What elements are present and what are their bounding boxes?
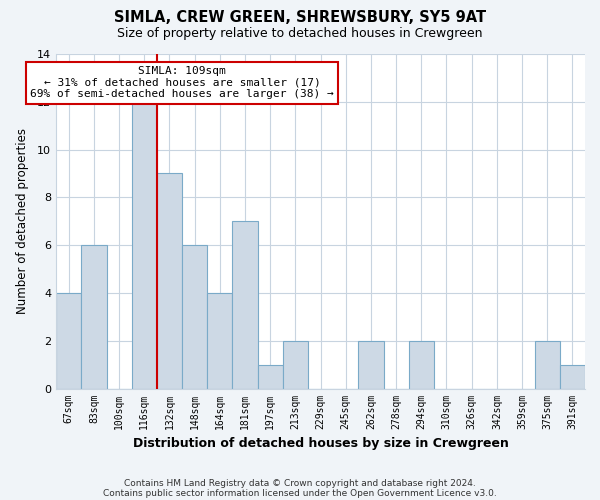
Text: SIMLA: 109sqm
← 31% of detached houses are smaller (17)
69% of semi-detached hou: SIMLA: 109sqm ← 31% of detached houses a… [30, 66, 334, 99]
Bar [157, 174, 182, 388]
X-axis label: Distribution of detached houses by size in Crewgreen: Distribution of detached houses by size … [133, 437, 509, 450]
Bar [409, 341, 434, 388]
Text: SIMLA, CREW GREEN, SHREWSBURY, SY5 9AT: SIMLA, CREW GREEN, SHREWSBURY, SY5 9AT [114, 10, 486, 25]
Bar [283, 341, 308, 388]
Bar [535, 341, 560, 388]
Bar [132, 102, 157, 389]
Text: Contains public sector information licensed under the Open Government Licence v3: Contains public sector information licen… [103, 488, 497, 498]
Bar [257, 364, 283, 388]
Text: Contains HM Land Registry data © Crown copyright and database right 2024.: Contains HM Land Registry data © Crown c… [124, 478, 476, 488]
Bar [358, 341, 383, 388]
Bar [232, 222, 257, 388]
Bar [82, 245, 107, 388]
Bar [207, 293, 232, 388]
Y-axis label: Number of detached properties: Number of detached properties [16, 128, 29, 314]
Bar [560, 364, 585, 388]
Text: Size of property relative to detached houses in Crewgreen: Size of property relative to detached ho… [117, 28, 483, 40]
Bar [56, 293, 82, 388]
Bar [182, 245, 207, 388]
